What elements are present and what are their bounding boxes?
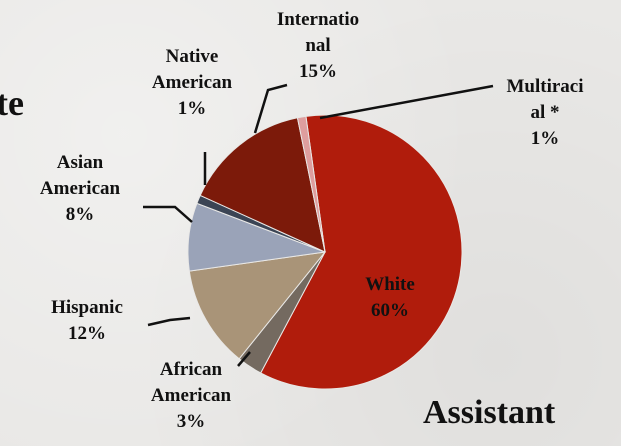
pie-slice-international — [199, 117, 326, 253]
leader-line-african-american — [237, 351, 251, 367]
leader-line-international — [253, 83, 288, 134]
pie-slices — [187, 114, 463, 390]
leader-lines — [143, 83, 494, 367]
leader-line-multiracial — [319, 84, 494, 120]
leader-line-asian-american — [143, 205, 193, 223]
leader-line-hispanic — [147, 316, 191, 327]
pie-slice-multiracial — [296, 115, 326, 253]
data-labels: White 60% African American 3% Hispanic 12% Asia… — [40, 9, 584, 432]
data-label-african-american: African American 3% — [151, 359, 232, 432]
data-label-white: White 60% — [365, 274, 415, 321]
pie-slice-white — [260, 114, 463, 390]
title-fragment-right: Assistant — [423, 394, 556, 431]
data-label-international: Internatio nal 15% — [277, 9, 359, 82]
data-label-multiracial: Multiraci al * 1% — [506, 76, 583, 149]
data-label-native-american: Native American 1% — [152, 46, 233, 119]
title-fragment-left: te — [0, 83, 24, 123]
pie-slice-hispanic — [188, 251, 327, 360]
data-label-hispanic: Hispanic 12% — [51, 297, 123, 344]
data-label-asian-american: Asian American 8% — [40, 152, 121, 225]
